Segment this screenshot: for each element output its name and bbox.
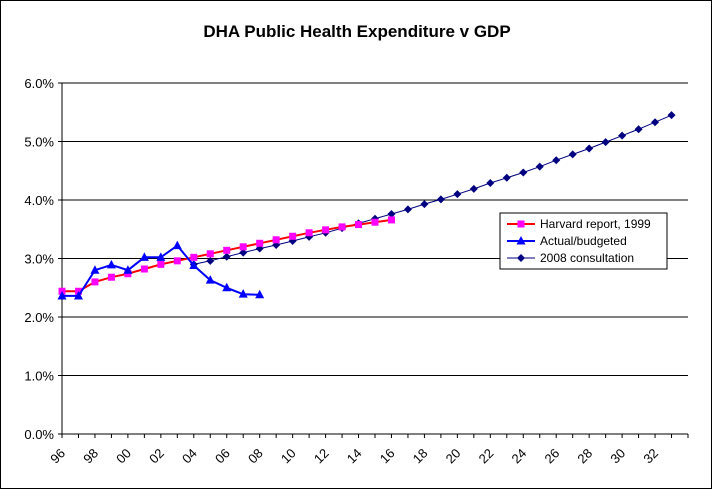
x-tick-label: 28 xyxy=(574,446,595,467)
data-point-diamond xyxy=(618,131,627,140)
data-point-diamond xyxy=(502,173,511,182)
x-tick-label: 02 xyxy=(146,446,167,467)
data-point-triangle xyxy=(205,275,215,284)
data-point-triangle xyxy=(172,240,182,250)
legend-label: Actual/budgeted xyxy=(540,234,627,248)
x-tick-label: 08 xyxy=(245,446,266,467)
y-tick-label: 5.0% xyxy=(24,135,54,150)
data-point-triangle xyxy=(238,289,248,298)
data-point-triangle xyxy=(255,289,265,299)
data-point-diamond xyxy=(486,179,495,188)
data-point-diamond xyxy=(239,248,248,257)
chart-title: DHA Public Health Expenditure v GDP xyxy=(203,22,511,41)
x-tick-label: 98 xyxy=(80,446,101,467)
x-tick-label: 06 xyxy=(212,446,233,467)
x-tick-label: 04 xyxy=(179,446,200,467)
data-point-diamond xyxy=(601,138,610,147)
data-point-square xyxy=(206,250,214,258)
data-point-square xyxy=(190,253,198,261)
x-tick-label: 30 xyxy=(607,446,628,467)
data-point-square xyxy=(322,226,330,234)
data-point-triangle xyxy=(516,236,526,245)
data-point-diamond xyxy=(469,184,478,193)
data-point-triangle xyxy=(73,290,83,300)
y-tick-label: 0.0% xyxy=(24,427,54,442)
data-point-square xyxy=(272,236,280,244)
x-tick-label: 20 xyxy=(443,446,464,467)
data-point-diamond xyxy=(651,118,660,127)
data-point-square xyxy=(223,246,231,254)
data-point-diamond xyxy=(535,162,544,171)
y-tick-label: 2.0% xyxy=(24,310,54,325)
data-point-diamond xyxy=(436,195,445,204)
data-point-diamond xyxy=(568,150,577,159)
data-point-diamond xyxy=(453,190,462,199)
y-tick-label: 6.0% xyxy=(24,76,54,91)
data-point-diamond xyxy=(634,125,643,134)
legend-label: 2008 consultation xyxy=(540,251,634,265)
data-point-triangle xyxy=(222,282,232,292)
data-point-diamond xyxy=(517,254,525,262)
data-point-diamond xyxy=(420,200,429,209)
data-point-square xyxy=(517,220,525,228)
data-point-diamond xyxy=(206,256,215,265)
data-point-square xyxy=(256,239,264,247)
data-point-square xyxy=(107,273,115,281)
x-tick-label: 26 xyxy=(541,446,562,467)
data-point-triangle xyxy=(156,252,166,261)
x-tick-label: 00 xyxy=(113,446,134,467)
data-point-triangle xyxy=(90,265,100,274)
data-point-square xyxy=(355,221,363,229)
data-point-diamond xyxy=(519,168,528,177)
x-tick-label: 96 xyxy=(47,446,68,467)
data-point-square xyxy=(338,223,346,231)
data-point-square xyxy=(371,218,379,226)
data-point-triangle xyxy=(139,252,149,261)
data-point-triangle xyxy=(123,265,133,274)
x-tick-label: 22 xyxy=(476,446,497,467)
data-point-diamond xyxy=(222,252,231,261)
data-point-diamond xyxy=(403,205,412,214)
data-point-square xyxy=(239,243,247,251)
data-point-square xyxy=(91,278,99,286)
data-point-triangle xyxy=(106,259,116,269)
y-tick-label: 4.0% xyxy=(24,193,54,208)
data-point-diamond xyxy=(552,156,561,165)
y-tick-label: 3.0% xyxy=(24,252,54,267)
x-tick-label: 10 xyxy=(278,446,299,467)
data-point-square xyxy=(140,265,148,273)
data-point-square xyxy=(173,257,181,265)
x-tick-label: 32 xyxy=(640,446,661,467)
x-tick-label: 18 xyxy=(410,446,431,467)
data-point-square xyxy=(289,232,297,240)
data-point-square xyxy=(387,216,395,224)
legend-box xyxy=(499,212,668,270)
data-point-triangle xyxy=(189,260,199,270)
data-point-square xyxy=(305,229,313,237)
x-tick-label: 24 xyxy=(509,446,530,467)
data-point-square xyxy=(157,260,165,268)
x-tick-label: 14 xyxy=(344,446,365,467)
data-point-square xyxy=(124,270,132,278)
data-point-diamond xyxy=(585,144,594,153)
x-tick-label: 12 xyxy=(311,446,332,467)
data-point-diamond xyxy=(387,210,396,219)
x-tick-label: 16 xyxy=(377,446,398,467)
legend-label: Harvard report, 1999 xyxy=(540,217,651,231)
data-point-diamond xyxy=(667,111,676,120)
y-tick-label: 1.0% xyxy=(24,369,54,384)
data-point-triangle xyxy=(57,290,67,300)
